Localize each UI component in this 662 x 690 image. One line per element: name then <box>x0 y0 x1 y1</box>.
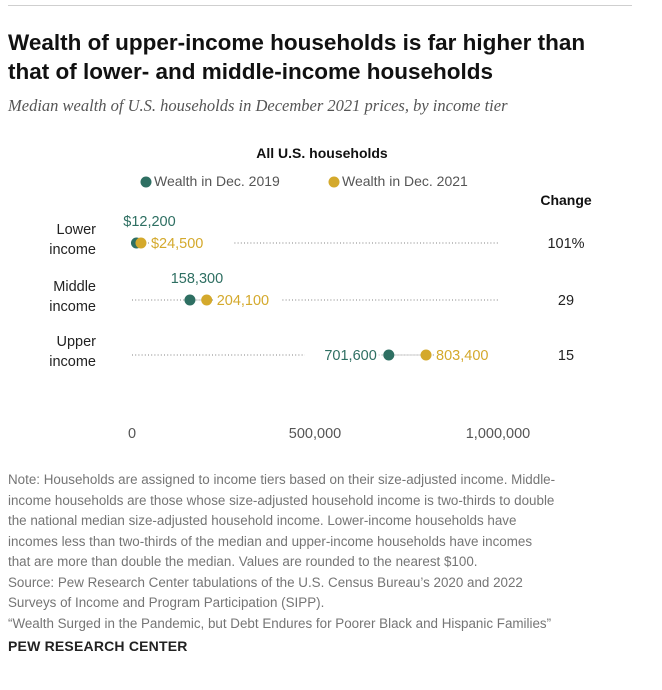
change-value: 29 <box>558 293 574 309</box>
legend-marker-2021 <box>328 176 340 188</box>
legend-marker-2019 <box>140 176 152 188</box>
x-tick-label: 0 <box>128 426 136 442</box>
note-line: that are more than double the median. Va… <box>8 554 478 569</box>
page-title: Wealth of upper-income households is far… <box>8 28 638 86</box>
dot-plot-chart: All U.S. households Wealth in Dec. 2019 We… <box>49 145 592 442</box>
legend-label-2021: Wealth in Dec. 2021 <box>342 173 468 189</box>
data-label-2019: 158,300 <box>171 271 223 287</box>
data-label-2019: 701,600 <box>324 348 376 364</box>
change-header: Change <box>540 192 592 208</box>
chart-title: All U.S. households <box>256 145 388 161</box>
note-line: Surveys of Income and Program Participat… <box>8 595 325 610</box>
category-label: Middle <box>53 279 96 295</box>
x-tick-label: 500,000 <box>289 426 341 442</box>
category-label: income <box>49 354 96 370</box>
data-label-2019: $12,200 <box>123 214 175 230</box>
subtitle: Median wealth of U.S. households in Dece… <box>8 96 508 115</box>
note-line: Note: Households are assigned to income … <box>8 472 556 487</box>
title-line-1: Wealth of upper-income households is far… <box>8 30 586 55</box>
category-label: income <box>49 299 96 315</box>
note-block: Note: Households are assigned to income … <box>8 470 638 634</box>
legend-label-2019: Wealth in Dec. 2019 <box>154 173 280 189</box>
label-background <box>214 291 281 309</box>
dot-2021 <box>420 349 432 361</box>
category-label: income <box>49 242 96 258</box>
dot-2021 <box>201 294 213 306</box>
dot-2021 <box>135 237 147 249</box>
label-background <box>148 234 233 252</box>
note-line: the national median size-adjusted househ… <box>8 513 517 528</box>
change-value: 101% <box>547 236 584 252</box>
data-label-2021: 204,100 <box>217 293 269 309</box>
data-label-2021: $24,500 <box>151 236 203 252</box>
category-label: Upper <box>57 334 97 350</box>
top-rule <box>8 5 632 6</box>
x-tick-label: 1,000,000 <box>466 426 531 442</box>
note-line: Source: Pew Research Center tabulations … <box>8 574 523 590</box>
title-line-2: that of lower- and middle-income househo… <box>8 59 494 84</box>
brand-footer: PEW RESEARCH CENTER <box>8 638 188 654</box>
data-label-2021: 803,400 <box>436 348 488 364</box>
change-value: 15 <box>558 348 574 364</box>
dot-2019 <box>184 294 196 306</box>
note-line: income households are those whose size-a… <box>8 492 555 508</box>
label-background <box>434 346 501 364</box>
dot-2019 <box>383 349 395 361</box>
label-background <box>304 346 379 364</box>
category-label: Lower <box>57 222 97 238</box>
note-line: incomes less than two-thirds of the medi… <box>8 533 533 549</box>
note-line: “Wealth Surged in the Pandemic, but Debt… <box>8 615 552 631</box>
